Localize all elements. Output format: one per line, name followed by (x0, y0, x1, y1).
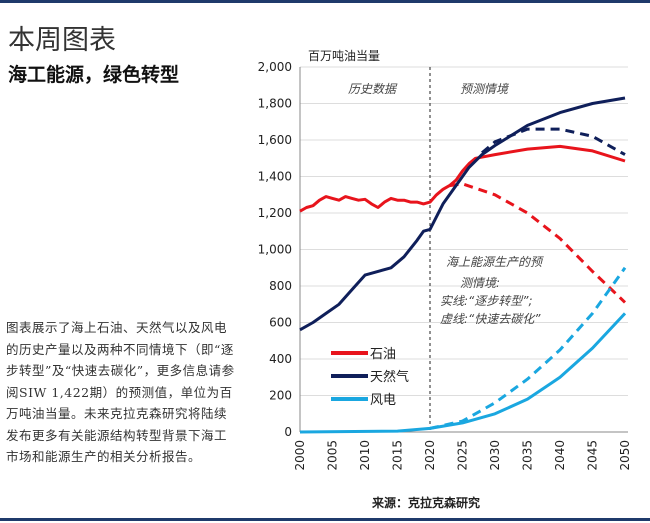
y-tick-label: 1,600 (258, 133, 292, 147)
page-title: 本周图表 (8, 25, 116, 56)
series-line (299, 144, 626, 213)
top-rule (0, 0, 650, 3)
scenario-annotation: 海上能源生产的预 (446, 255, 544, 269)
page-subtitle: 海工能源，绿色转型 (8, 64, 180, 86)
scenario-annotation: 测情境: (460, 276, 500, 290)
legend-label: 石油 (370, 347, 396, 362)
y-tick-label: 1,400 (258, 170, 292, 184)
y-tick-label: 600 (269, 316, 292, 330)
source-label: 来源：克拉克森研究 (371, 495, 480, 510)
series-line-dashed (449, 182, 627, 304)
y-tick-label: 200 (269, 389, 292, 403)
y-tick-label: 400 (269, 352, 292, 366)
x-tick-label: 2040 (553, 440, 567, 471)
x-tick-label: 2010 (358, 440, 372, 471)
y-tick-label: 1,000 (258, 243, 292, 257)
x-tick-label: 2025 (456, 440, 470, 471)
legend-label: 天然气 (370, 369, 409, 385)
y-tick-label: 0 (284, 425, 292, 439)
x-tick-label: 2035 (521, 440, 535, 471)
unit-label: 百万吨油当量 (308, 49, 380, 63)
x-tick-label: 2050 (618, 440, 632, 471)
forecast-label: 预测情境 (460, 82, 510, 96)
history-label: 历史数据 (348, 82, 398, 96)
y-tick-label: 1,800 (258, 97, 292, 111)
y-tick-label: 2,000 (258, 60, 292, 74)
series-line-dashed (481, 127, 626, 156)
x-tick-label: 2005 (326, 440, 340, 471)
x-tick-label: 2030 (488, 440, 502, 471)
y-tick-label: 1,200 (258, 206, 292, 220)
x-tick-label: 2000 (293, 440, 307, 471)
x-tick-label: 2020 (423, 440, 437, 471)
chart-description: 图表展示了海上石油、天然气以及风电的历史产量以及两种不同情境下（即“逐步转型”及… (6, 320, 235, 464)
y-tick-label: 800 (269, 279, 292, 293)
scenario-annotation: 虚线:“快速去碳化” (440, 312, 541, 326)
x-tick-label: 2015 (391, 440, 405, 471)
series-line (299, 312, 627, 434)
x-tick-label: 2045 (586, 440, 600, 471)
bottom-rule (0, 518, 650, 521)
series-line-dashed (429, 266, 627, 430)
scenario-annotation: 实线:“逐步转型”; (440, 294, 533, 308)
legend-label: 风电 (370, 393, 396, 408)
